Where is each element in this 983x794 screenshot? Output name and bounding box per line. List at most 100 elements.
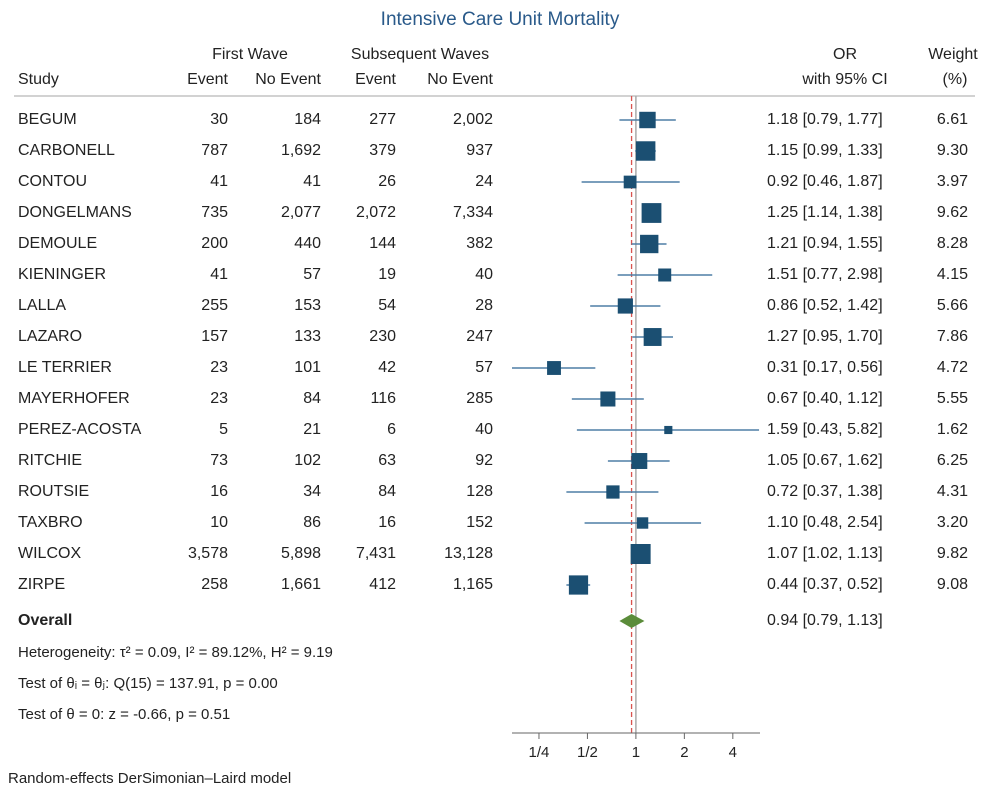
weight-label: 4.72 (937, 359, 968, 376)
column-header: Event (355, 71, 396, 88)
study-name: ZIRPE (18, 576, 65, 593)
weight-label: 6.25 (937, 452, 968, 469)
ci-label: 0.67 [0.40, 1.12] (767, 390, 883, 407)
ci-label: 1.18 [0.79, 1.77] (767, 111, 883, 128)
table-cell: 144 (369, 235, 396, 252)
table-cell: 86 (303, 514, 321, 531)
table-cell: 285 (466, 390, 493, 407)
ci-label: 1.51 [0.77, 2.98] (767, 266, 883, 283)
table-cell: 258 (201, 576, 228, 593)
or-marker (547, 361, 561, 375)
study-name: DEMOULE (18, 235, 97, 252)
table-cell: 382 (466, 235, 493, 252)
weight-label: 3.20 (937, 514, 968, 531)
table-cell: 84 (303, 390, 321, 407)
stat-line: Test of θ = 0: z = -0.66, p = 0.51 (18, 706, 230, 723)
column-header: No Event (427, 71, 493, 88)
table-cell: 412 (369, 576, 396, 593)
study-name: LAZARO (18, 328, 82, 345)
ci-label: 1.25 [1.14, 1.38] (767, 204, 883, 221)
weight-label: 9.62 (937, 204, 968, 221)
table-cell: 230 (369, 328, 396, 345)
table-cell: 40 (475, 421, 493, 438)
table-cell: 2,072 (356, 204, 396, 221)
table-cell: 16 (378, 514, 396, 531)
table-cell: 92 (475, 452, 493, 469)
weight-label: 4.31 (937, 483, 968, 500)
table-cell: 34 (303, 483, 321, 500)
table-cell: 73 (210, 452, 228, 469)
study-name: DONGELMANS (18, 204, 132, 221)
weight-label: 7.86 (937, 328, 968, 345)
stat-line: Heterogeneity: τ² = 0.09, I² = 89.12%, H… (18, 644, 333, 661)
table-cell: 30 (210, 111, 228, 128)
ci-label: 0.31 [0.17, 0.56] (767, 359, 883, 376)
column-header: Event (187, 71, 228, 88)
table-cell: 3,578 (188, 545, 228, 562)
table-cell: 41 (210, 173, 228, 190)
ci-label: 1.10 [0.48, 2.54] (767, 514, 883, 531)
weight-label: 8.28 (937, 235, 968, 252)
or-marker (635, 141, 656, 161)
study-name: RITCHIE (18, 452, 82, 469)
table-cell: 41 (303, 173, 321, 190)
or-marker (639, 111, 656, 129)
study-name: LE TERRIER (18, 359, 112, 376)
table-cell: 128 (466, 483, 493, 500)
or-marker (631, 453, 648, 469)
table-cell: 6 (387, 421, 396, 438)
ci-label: 1.27 [0.95, 1.70] (767, 328, 883, 345)
table-cell: 200 (201, 235, 228, 252)
table-cell: 2,077 (281, 204, 321, 221)
column-group: First Wave (212, 46, 288, 63)
table-cell: 157 (201, 328, 228, 345)
column-header: with 95% CI (801, 71, 887, 88)
table-cell: 28 (475, 297, 493, 314)
table-cell: 10 (210, 514, 228, 531)
table-cell: 2,002 (453, 111, 493, 128)
or-marker (664, 425, 673, 435)
column-header: No Event (255, 71, 321, 88)
table-cell: 5 (219, 421, 228, 438)
table-cell: 41 (210, 266, 228, 283)
table-cell: 101 (294, 359, 321, 376)
x-tick-label: 1 (632, 744, 640, 761)
study-name: TAXBRO (18, 514, 83, 531)
table-cell: 19 (378, 266, 396, 283)
ci-label: 1.59 [0.43, 5.82] (767, 421, 883, 438)
table-cell: 57 (303, 266, 321, 283)
chart-title: Intensive Care Unit Mortality (381, 9, 620, 30)
table-cell: 102 (294, 452, 321, 469)
table-cell: 787 (201, 142, 228, 159)
table-cell: 255 (201, 297, 228, 314)
or-marker (568, 575, 589, 595)
table-cell: 26 (378, 173, 396, 190)
x-tick-label: 1/2 (577, 744, 598, 761)
table-cell: 1,165 (453, 576, 493, 593)
model-note: Random-effects DerSimonian–Laird model (8, 770, 291, 787)
table-cell: 1,692 (281, 142, 321, 159)
table-cell: 54 (378, 297, 396, 314)
study-name: KIENINGER (18, 266, 106, 283)
table-cell: 1,661 (281, 576, 321, 593)
table-cell: 13,128 (444, 545, 493, 562)
table-cell: 63 (378, 452, 396, 469)
or-marker (606, 485, 620, 499)
table-cell: 57 (475, 359, 493, 376)
study-name: LALLA (18, 297, 66, 314)
weight-label: 3.97 (937, 173, 968, 190)
table-cell: 937 (466, 142, 493, 159)
table-cell: 153 (294, 297, 321, 314)
study-name: ROUTSIE (18, 483, 89, 500)
study-name: BEGUM (18, 111, 77, 128)
or-marker (630, 544, 651, 564)
ci-label: 0.92 [0.46, 1.87] (767, 173, 883, 190)
overall-label: Overall (18, 612, 72, 629)
column-header: OR (833, 46, 857, 63)
table-cell: 735 (201, 204, 228, 221)
x-tick-label: 2 (680, 744, 688, 761)
weight-label: 5.66 (937, 297, 968, 314)
weight-label: 1.62 (937, 421, 968, 438)
table-cell: 184 (294, 111, 321, 128)
